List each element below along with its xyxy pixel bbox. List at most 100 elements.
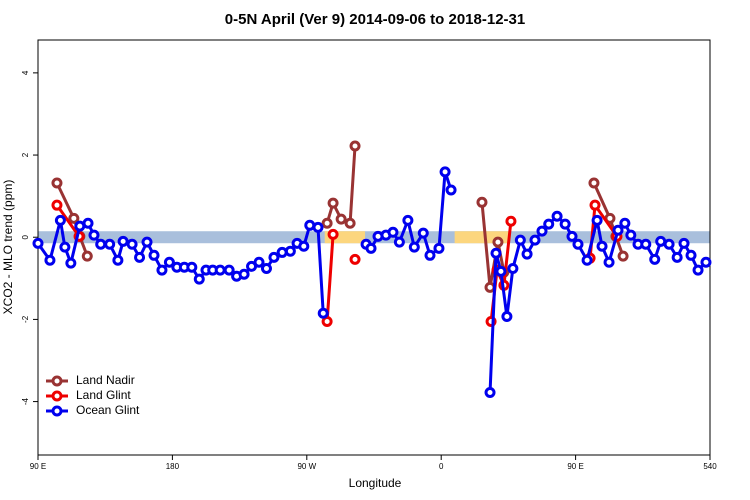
x-tick-label: 90 W [297,462,316,471]
point [476,196,488,208]
point [640,238,652,250]
legend-marker [51,375,63,387]
point [505,215,517,227]
point [402,214,414,226]
point [612,224,624,236]
point [117,235,129,247]
point [32,237,44,249]
point [619,217,631,229]
point [559,218,571,230]
point [112,254,124,266]
point [68,212,80,224]
point [490,247,502,259]
point [253,256,265,268]
y-axis-label: XCO2 - MLO trend (ppm) [1,180,15,315]
point [349,140,361,152]
point [104,238,116,250]
point [588,177,600,189]
point [65,257,77,269]
point [678,237,690,249]
legend-label: Ocean Glint [76,403,140,417]
point [433,242,445,254]
point [365,242,377,254]
point [484,281,496,293]
point [88,229,100,241]
point [521,248,533,260]
point [649,253,661,265]
y-tick-label: -4 [21,397,30,405]
point [543,218,555,230]
point [417,227,429,239]
point [625,229,637,241]
x-tick-label: 90 E [567,462,583,471]
point [268,251,280,263]
point [59,241,71,253]
legend-label: Land Nadir [76,373,135,387]
point [317,307,329,319]
point [54,214,66,226]
point [566,230,578,242]
legend-marker [51,390,63,402]
series-line [36,171,708,393]
point [327,228,339,240]
x-tick-label: 90 E [30,462,46,471]
point [495,265,507,277]
point [408,241,420,253]
y-tick-label: -2 [21,315,30,323]
y-tick-label: 4 [21,70,30,75]
x-axis-label: Longitude [349,476,402,490]
point [617,250,629,262]
point [298,240,310,252]
point [148,249,160,261]
point [321,315,333,327]
point [81,250,93,262]
point [603,256,615,268]
point [312,221,324,233]
point [692,264,704,276]
point [349,253,361,265]
point [95,238,107,250]
point [529,234,541,246]
point [501,311,513,323]
point [141,236,153,248]
point [439,166,451,178]
point [387,226,399,238]
point [551,210,563,222]
point [51,177,63,189]
y-tick-label: 2 [21,152,30,157]
point [581,254,593,266]
point [514,234,526,246]
point [424,249,436,261]
point [186,261,198,273]
point [663,238,675,250]
point [492,236,504,248]
point [327,197,339,209]
y-tick-label: 0 [21,234,30,239]
point [51,199,63,211]
legend-marker [51,405,63,417]
point [223,264,235,276]
point [321,217,333,229]
series-line [55,200,619,322]
point [685,249,697,261]
point [507,262,519,274]
point [445,184,457,196]
point [284,245,296,257]
point [596,240,608,252]
point [344,217,356,229]
point [536,225,548,237]
point [393,236,405,248]
point [276,246,288,258]
point [260,262,272,274]
point [589,199,601,211]
chart-title: 0-5N April (Ver 9) 2014-09-06 to 2018-12… [225,11,525,28]
legend-label: Land Glint [76,388,131,402]
point [572,238,584,250]
point [671,251,683,263]
point [655,235,667,247]
point [484,387,496,399]
point [214,264,226,276]
point [335,213,347,225]
x-tick-label: 0 [439,462,444,471]
